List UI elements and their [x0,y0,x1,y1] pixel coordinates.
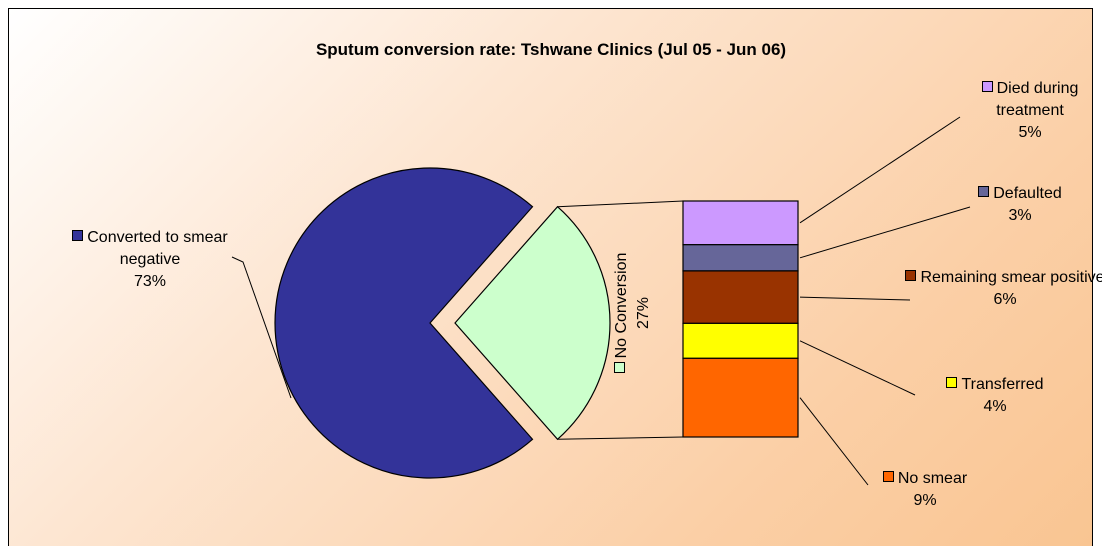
leader-line [799,206,971,259]
leader-line [799,340,916,396]
connector-line [557,200,684,208]
legend-key [882,471,894,482]
category-label: Converted to smear negative [87,229,228,268]
data-label: Defaulted 3% [960,183,1080,227]
legend-key [946,377,958,388]
leader-line [799,296,911,301]
value-label: 4% [983,398,1007,415]
bar-segment [682,200,799,246]
category-label: No smear [897,470,968,487]
value-label: 73% [133,273,167,290]
leader-line [799,397,869,486]
data-label: No smear 9% [860,468,990,512]
value-label: 5% [1018,124,1042,141]
legend-key [614,362,625,374]
data-label: Remaining smear positive 6% [905,267,1102,311]
bar-segment [682,270,799,324]
chart-title: Sputum conversion rate: Tshwane Clinics … [315,40,787,59]
bar-segment [682,322,799,359]
legend-key [981,81,993,92]
bar-segment [682,244,799,272]
data-label: No Conversion 27% [611,233,655,393]
category-label: Remaining smear positive [920,269,1102,286]
legend-key [978,186,990,197]
category-label: Transferred [961,376,1044,393]
data-label: Transferred 4% [915,374,1075,418]
legend-key [905,270,917,281]
leader-line [231,256,292,399]
leader-line [799,116,961,224]
connector-line [557,436,684,440]
category-label: No Conversion [613,252,630,359]
category-label: Defaulted [993,185,1062,202]
value-label: 3% [1008,207,1032,224]
pie-slice [454,205,611,441]
pie-slice [274,167,534,479]
bar-segment [682,357,799,438]
category-label: Died during treatment [996,80,1079,119]
value-label: 6% [993,291,1017,308]
legend-key [72,230,84,241]
data-label: Converted to smear negative 73% [60,227,240,293]
value-label: 9% [913,492,937,509]
data-label: Died during treatment 5% [955,78,1102,144]
value-label: 27% [635,296,652,330]
